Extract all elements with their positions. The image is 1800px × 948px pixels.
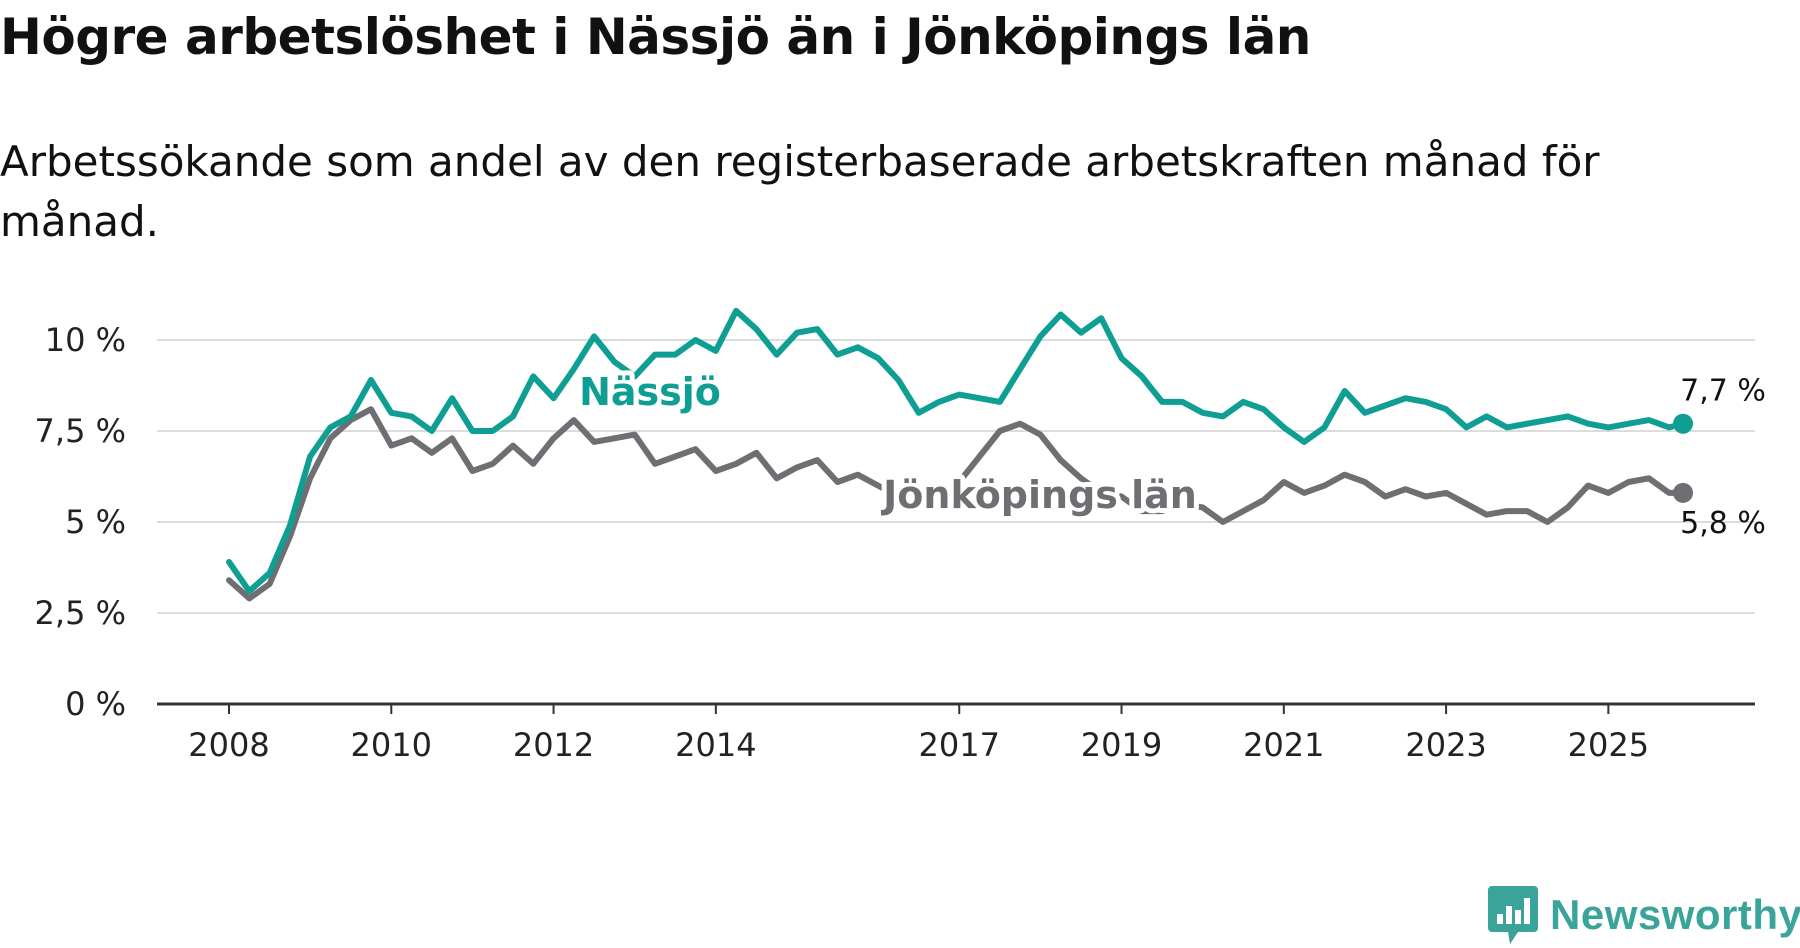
x-tick-label: 2008	[188, 726, 269, 764]
x-axis-ticks: 2008 2010 2012 2014 2017 2019 2021 2023 2025	[188, 704, 1649, 764]
y-axis-ticks: 0 % 2,5 % 5 % 7,5 % 10 %	[35, 321, 126, 723]
series-name-label: Nässjö	[579, 370, 721, 414]
series-end-marker	[1673, 482, 1693, 503]
newsworthy-logo-icon	[1488, 886, 1538, 944]
y-tick-label: 0 %	[65, 685, 126, 723]
series-end-label: 5,8 %	[1680, 506, 1766, 541]
x-tick-label: 2010	[351, 726, 432, 764]
y-tick-label: 2,5 %	[35, 594, 126, 632]
series-lines	[226, 307, 1693, 602]
chart-subtitle: Arbetssökande som andel av den registerb…	[0, 137, 1600, 246]
x-tick-label: 2023	[1405, 726, 1486, 764]
x-tick-label: 2021	[1243, 726, 1324, 764]
newsworthy-logo-text: Newsworthy	[1550, 891, 1800, 938]
newsworthy-logo: Newsworthy	[1488, 886, 1800, 944]
series-labels: 5,8 % Jönköpings län 7,7 % Nässjö	[574, 365, 1766, 541]
series-name-label: Jönköpings län	[880, 473, 1197, 517]
series-line	[226, 307, 1686, 595]
x-tick-label: 2019	[1081, 726, 1162, 764]
x-tick-label: 2017	[919, 726, 1000, 764]
x-tick-label: 2025	[1568, 726, 1649, 764]
x-tick-label: 2014	[675, 726, 756, 764]
gridlines	[157, 339, 1755, 706]
series-end-label: 7,7 %	[1680, 374, 1766, 409]
y-tick-label: 5 %	[65, 503, 126, 541]
series-line	[226, 406, 1686, 602]
y-tick-label: 10 %	[45, 321, 126, 359]
series-end-marker	[1673, 413, 1693, 434]
y-tick-label: 7,5 %	[35, 412, 126, 450]
x-tick-label: 2012	[513, 726, 594, 764]
chart-title: Högre arbetslöshet i Nässjö än i Jönköpi…	[0, 8, 1311, 66]
